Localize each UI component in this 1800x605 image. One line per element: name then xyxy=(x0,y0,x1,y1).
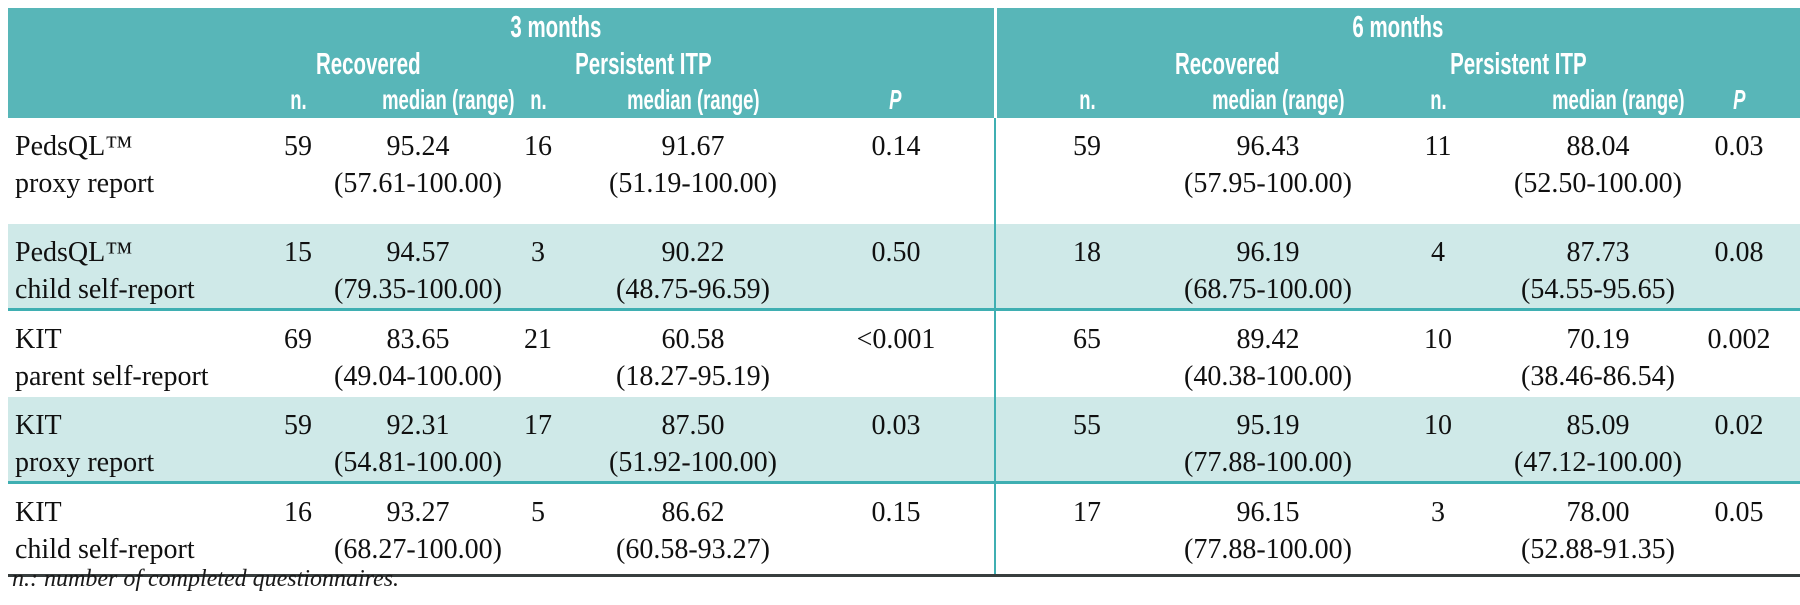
cell-3mo-persistent-median: 91.67 (51.19-100.00) xyxy=(588,118,798,224)
cell-3mo-recovered-median: 83.65 (49.04-100.00) xyxy=(334,309,502,397)
cell-3mo-persistent-n: 5 xyxy=(488,482,588,577)
header-columns-row: n. median (range) n. median (range) P n.… xyxy=(8,82,1800,118)
cell-6mo-persistent-n: 3 xyxy=(1358,482,1519,577)
header-persistent-6mo: Persistent ITP xyxy=(1358,46,1679,82)
header-recovered-3mo: Recovered xyxy=(248,46,488,82)
cell-3mo-persistent-median: 87.50 (51.92-100.00) xyxy=(588,397,798,484)
cell-3mo-p-value: 0.14 xyxy=(798,118,996,224)
cell-6mo-p-value: 0.002 xyxy=(1678,309,1800,397)
col-header-p-6mo: P xyxy=(1678,82,1800,118)
cell-3mo-persistent-n: 3 xyxy=(488,224,588,311)
cell-3mo-recovered-n: 69 xyxy=(248,309,348,397)
col-header-median-persistent-6mo: median (range) xyxy=(1518,82,1685,118)
cell-3mo-persistent-median: 86.62 (60.58-93.27) xyxy=(588,482,798,577)
cell-6mo-p-value: 0.03 xyxy=(1678,118,1800,224)
cell-6mo-recovered-median: 96.15 (77.88-100.00) xyxy=(1178,482,1359,577)
cell-6mo-recovered-median: 89.42 (40.38-100.00) xyxy=(1178,309,1359,397)
cell-3mo-recovered-n: 59 xyxy=(248,397,348,484)
col-header-median-recovered-3mo: median (range) xyxy=(348,82,515,118)
col-header-n-recovered-3mo: n. xyxy=(248,82,348,118)
table-footnote: n.: number of completed questionnaires. xyxy=(12,566,400,592)
row-label: KIT parent self-report xyxy=(8,309,248,397)
cell-6mo-recovered-n: 17 xyxy=(994,482,1179,577)
cell-6mo-recovered-n: 18 xyxy=(994,224,1179,311)
header-period-row: 3 months 6 months xyxy=(8,8,1800,46)
cell-6mo-recovered-n: 55 xyxy=(994,397,1179,484)
col-header-median-persistent-3mo: median (range) xyxy=(588,82,798,118)
cell-3mo-recovered-median: 92.31 (54.81-100.00) xyxy=(334,397,502,484)
cell-6mo-persistent-n: 10 xyxy=(1358,397,1519,484)
table-body: PedsQL™ proxy report 59 95.24 (57.61-100.0… xyxy=(8,118,1800,577)
col-header-n-persistent-3mo: n. xyxy=(488,82,588,118)
header-period-3-months: 3 months xyxy=(8,8,996,46)
row-label: PedsQL™ proxy report xyxy=(8,118,248,224)
cell-3mo-persistent-median: 60.58 (18.27-95.19) xyxy=(588,309,798,397)
table-row-kit-child: KIT child self-report 16 93.27 (68.27-100.… xyxy=(8,482,1800,577)
cell-6mo-persistent-median: 85.09 (47.12-100.00) xyxy=(1514,397,1682,484)
cell-6mo-persistent-median: 78.00 (52.88-91.35) xyxy=(1518,482,1679,577)
cell-6mo-recovered-median: 96.19 (68.75-100.00) xyxy=(1178,224,1359,311)
cell-6mo-persistent-median: 70.19 (38.46-86.54) xyxy=(1518,309,1679,397)
header-spacer xyxy=(1678,46,1800,82)
table-header: 3 months 6 months Recovered Persistent I… xyxy=(8,8,1800,118)
col-header-p-3mo: P xyxy=(798,82,996,118)
cell-6mo-persistent-median: 88.04 (52.50-100.00) xyxy=(1514,118,1682,224)
table-row-kit-proxy: KIT proxy report 59 92.31 (54.81-100.00) 1… xyxy=(8,397,1800,484)
cell-3mo-recovered-n: 15 xyxy=(248,224,348,311)
cell-6mo-recovered-n: 59 xyxy=(994,118,1179,224)
cell-6mo-p-value: 0.02 xyxy=(1678,397,1800,484)
cell-6mo-persistent-median: 87.73 (54.55-95.65) xyxy=(1518,224,1679,311)
cell-3mo-p-value: 0.50 xyxy=(798,224,996,311)
cell-3mo-persistent-n: 17 xyxy=(488,397,588,484)
cell-6mo-persistent-n: 11 xyxy=(1358,118,1519,224)
row-label: PedsQL™ child self-report xyxy=(8,224,248,311)
cell-3mo-persistent-n: 21 xyxy=(488,309,588,397)
cell-6mo-p-value: 0.05 xyxy=(1678,482,1800,577)
cell-3mo-recovered-median: 95.24 (57.61-100.00) xyxy=(334,118,502,224)
results-table: 3 months 6 months Recovered Persistent I… xyxy=(8,8,1800,577)
cell-6mo-recovered-n: 65 xyxy=(994,309,1179,397)
header-spacer xyxy=(798,46,996,82)
row-label: KIT proxy report xyxy=(8,397,248,484)
cell-3mo-persistent-median: 90.22 (48.75-96.59) xyxy=(588,224,798,311)
row-label: KIT child self-report xyxy=(8,482,248,577)
cell-6mo-recovered-median: 96.43 (57.95-100.00) xyxy=(1178,118,1359,224)
cell-3mo-recovered-n: 59 xyxy=(248,118,348,224)
header-spacer xyxy=(8,46,248,82)
cell-3mo-p-value: 0.03 xyxy=(798,397,996,484)
table-row-pedsql-proxy: PedsQL™ proxy report 59 95.24 (57.61-100.0… xyxy=(8,118,1800,224)
header-group-row: Recovered Persistent ITP Recovered Persi… xyxy=(8,46,1800,82)
cell-3mo-p-value: 0.15 xyxy=(798,482,996,577)
col-header-median-recovered-6mo: median (range) xyxy=(1178,82,1359,118)
header-spacer xyxy=(8,82,248,118)
results-table-wrap: 3 months 6 months Recovered Persistent I… xyxy=(8,8,1800,577)
cell-3mo-recovered-median: 94.57 (79.35-100.00) xyxy=(334,224,502,311)
cell-6mo-persistent-n: 10 xyxy=(1358,309,1519,397)
cell-6mo-p-value: 0.08 xyxy=(1678,224,1800,311)
header-recovered-6mo: Recovered xyxy=(993,46,1359,82)
cell-6mo-recovered-median: 95.19 (77.88-100.00) xyxy=(1178,397,1359,484)
cell-3mo-recovered-n: 16 xyxy=(248,482,348,577)
cell-3mo-p-value: <0.001 xyxy=(798,309,996,397)
table-row-kit-parent: KIT parent self-report 69 83.65 (49.04-100… xyxy=(8,309,1800,397)
cell-3mo-recovered-median: 93.27 (68.27-100.00) xyxy=(334,482,502,577)
cell-6mo-persistent-n: 4 xyxy=(1358,224,1519,311)
col-header-n-recovered-6mo: n. xyxy=(993,82,1179,118)
col-header-n-persistent-6mo: n. xyxy=(1358,82,1519,118)
header-period-6-months: 6 months xyxy=(993,8,1800,46)
table-row-pedsql-child: PedsQL™ child self-report 15 94.57 (79.35-… xyxy=(8,224,1800,311)
header-persistent-3mo: Persistent ITP xyxy=(488,46,798,82)
cell-3mo-persistent-n: 16 xyxy=(488,118,588,224)
